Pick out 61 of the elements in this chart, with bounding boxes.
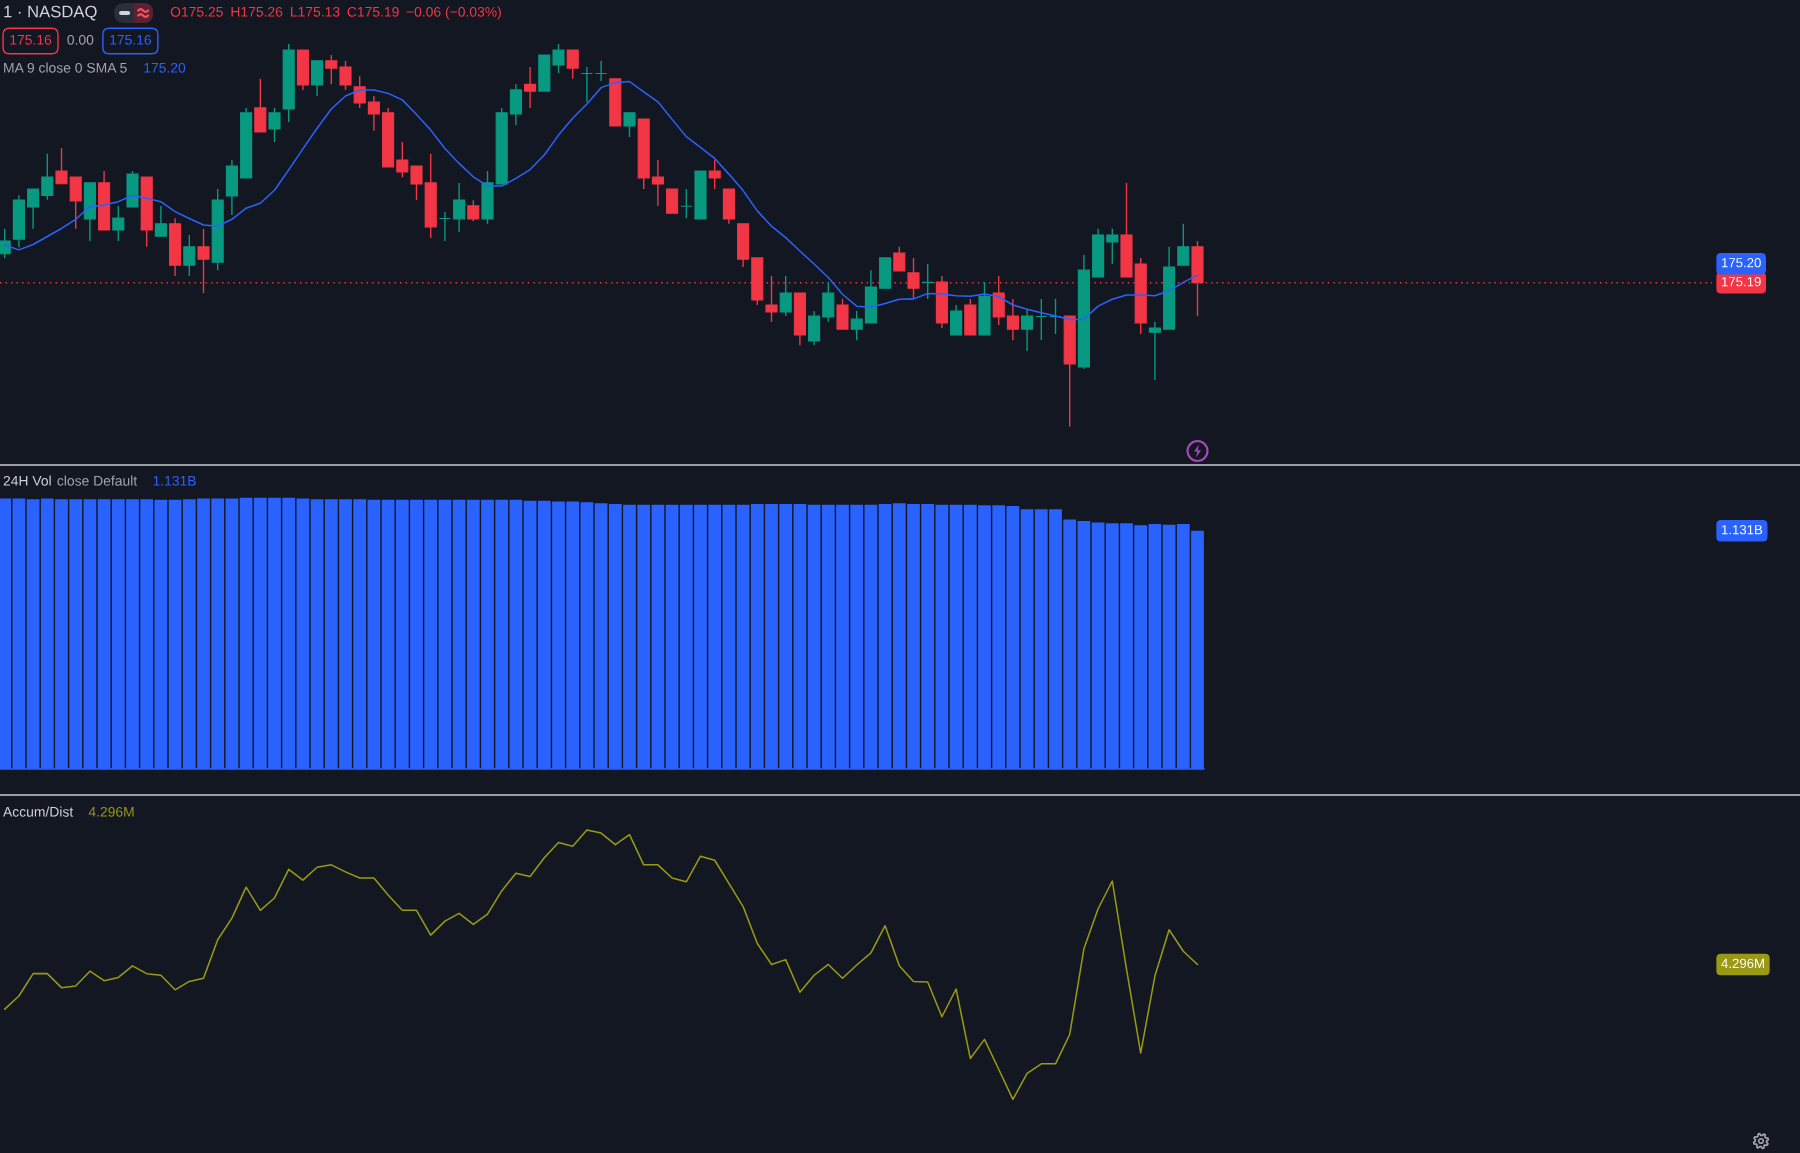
candlestick xyxy=(0,228,11,259)
annotation: 0.00 xyxy=(67,34,94,45)
candlestick xyxy=(1106,228,1119,265)
candlestick xyxy=(1035,298,1048,341)
candlestick xyxy=(112,205,125,242)
annotation: 175.20 xyxy=(144,62,186,73)
text: L175.13 xyxy=(291,6,340,17)
candlestick xyxy=(69,176,82,230)
candlestick xyxy=(921,263,934,300)
chart-title: Accum/Dist xyxy=(3,806,74,817)
candlestick xyxy=(950,304,963,336)
candlestick xyxy=(55,147,68,185)
candlestick xyxy=(453,182,466,233)
candlestick xyxy=(353,75,366,109)
candlestick xyxy=(467,199,480,222)
annotation: 175.16 xyxy=(110,34,152,45)
annotation: 175.16 xyxy=(10,34,52,45)
candlestick xyxy=(524,66,537,109)
candlestick xyxy=(595,60,608,82)
text: 1.131B xyxy=(1722,525,1763,535)
text: 175.19 xyxy=(1722,277,1761,287)
candlestick xyxy=(396,141,409,178)
chart-subtitle: close Default xyxy=(57,475,138,486)
candlestick xyxy=(154,205,167,237)
candlestick xyxy=(552,43,565,74)
candlestick xyxy=(197,228,210,294)
candlestick xyxy=(1021,309,1034,352)
candlestick xyxy=(580,66,593,103)
text: O175.25 xyxy=(170,6,223,17)
text: −0.06 (−0.03%) xyxy=(406,6,501,20)
candlestick xyxy=(367,95,380,132)
candlestick xyxy=(822,281,835,323)
text: 175.20 xyxy=(1722,258,1761,268)
candlestick xyxy=(438,211,451,242)
candlestick xyxy=(893,246,906,272)
candlestick xyxy=(325,54,338,85)
text: 1.131B xyxy=(153,475,196,486)
candlestick xyxy=(651,159,664,207)
text: H175.26 xyxy=(231,6,283,17)
candlestick xyxy=(410,165,423,201)
candlestick xyxy=(1148,321,1161,381)
candlestick xyxy=(1177,223,1190,266)
candlestick xyxy=(680,188,693,219)
candlestick xyxy=(708,159,721,190)
text: C175.19 xyxy=(347,6,399,17)
candlestick xyxy=(339,60,352,91)
text: 4.296M xyxy=(1721,958,1764,969)
candlestick xyxy=(779,275,792,317)
candlestick xyxy=(566,49,579,80)
candlestick xyxy=(1006,298,1019,341)
candlestick xyxy=(623,112,636,138)
candlestick xyxy=(183,234,196,277)
text: 4.296M xyxy=(88,806,134,817)
candlestick xyxy=(1049,298,1062,335)
chart-title: 1 · NASDAQ xyxy=(4,5,97,21)
candlestick xyxy=(850,310,863,341)
candlestick xyxy=(268,107,281,143)
candlestick xyxy=(41,153,54,201)
candlestick xyxy=(27,188,40,230)
annotation: MA 9 close 0 SMA 5 xyxy=(4,62,127,73)
chart-title: 24H Vol xyxy=(3,475,51,486)
